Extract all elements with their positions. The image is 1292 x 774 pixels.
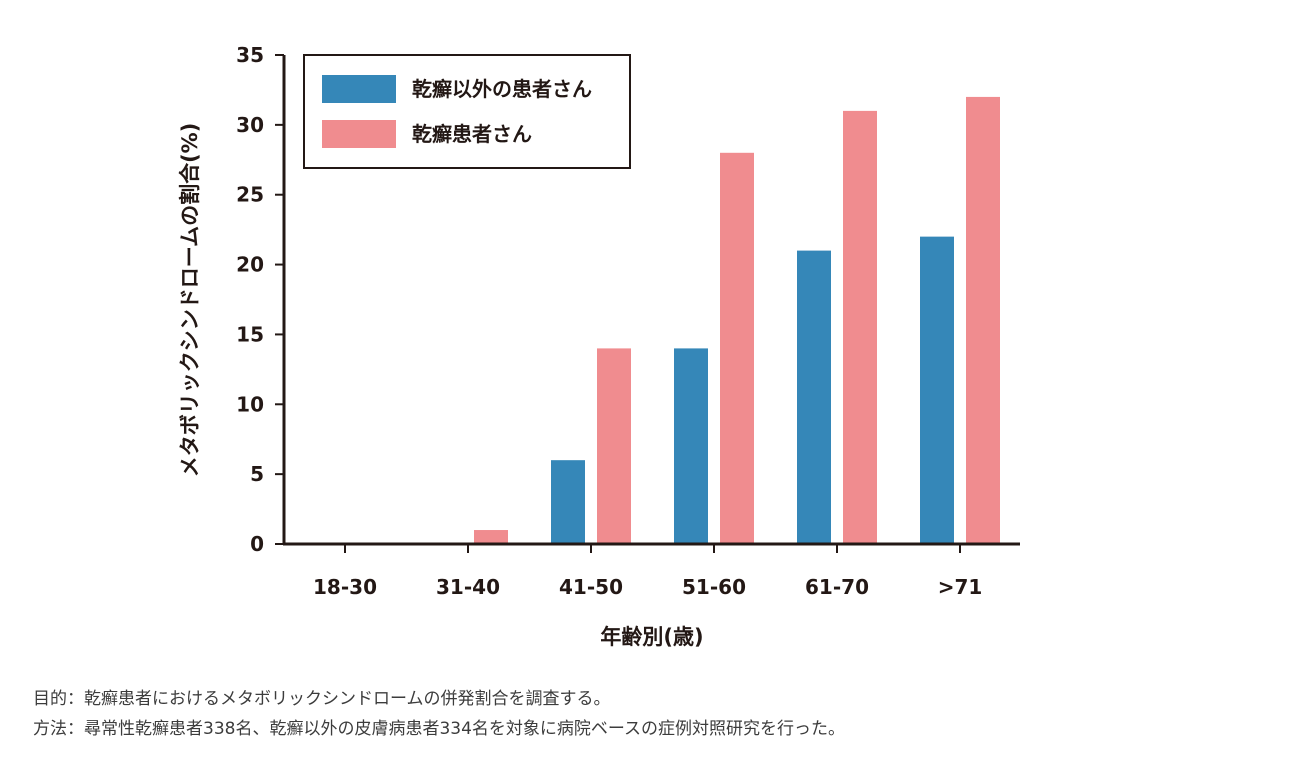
footnote-purpose: 目的：乾癬患者におけるメタボリックシンドロームの併発割合を調査する。 — [33, 689, 611, 709]
bar-psoriasis-61-70 — [843, 110, 877, 544]
y-tick-label: 0 — [250, 532, 264, 556]
x-tick-label: 18-30 — [313, 575, 377, 599]
bar-non-psoriasis-51-60 — [674, 348, 708, 544]
x-tick-label: 41-50 — [559, 575, 623, 599]
y-tick-label: 10 — [236, 392, 264, 416]
bar-non-psoriasis-41-50 — [551, 460, 585, 544]
bar-psoriasis-51-60 — [720, 152, 754, 545]
bar-psoriasis-31-40 — [474, 530, 508, 544]
bar-chart: 18-30 31-40 41-50 51-60 61-70 >71 0 5 10 15 20 25 30… — [178, 43, 1020, 649]
y-tick-label: 5 — [250, 462, 264, 486]
y-tick-label: 25 — [236, 183, 264, 207]
y-axis-label: メタボリックシンドロームの割合(%) — [178, 123, 202, 478]
bar-non-psoriasis->71 — [920, 236, 954, 544]
x-tick-label: >71 — [938, 575, 983, 599]
legend-box — [303, 54, 631, 169]
x-tick-label: 51-60 — [682, 575, 746, 599]
x-tick-label: 31-40 — [436, 575, 500, 599]
bar-psoriasis->71 — [966, 96, 1000, 545]
legend-swatch — [322, 75, 396, 103]
bar-non-psoriasis-61-70 — [797, 250, 831, 544]
legend-swatch — [322, 120, 396, 148]
y-tick-label: 20 — [236, 253, 264, 277]
y-tick-label: 15 — [236, 322, 264, 346]
bar-psoriasis-41-50 — [597, 348, 631, 544]
legend-label: 乾癬患者さん — [412, 122, 532, 146]
legend-label: 乾癬以外の患者さん — [412, 77, 592, 101]
x-tick-label: 61-70 — [805, 575, 869, 599]
y-tick-label: 30 — [236, 113, 264, 137]
x-axis-label: 年齢別(歳) — [600, 625, 703, 649]
footnote-method: 方法：尋常性乾癬患者338名、乾癬以外の皮膚病患者334名を対象に病院ベースの症… — [33, 719, 846, 739]
y-tick-label: 35 — [236, 43, 264, 67]
